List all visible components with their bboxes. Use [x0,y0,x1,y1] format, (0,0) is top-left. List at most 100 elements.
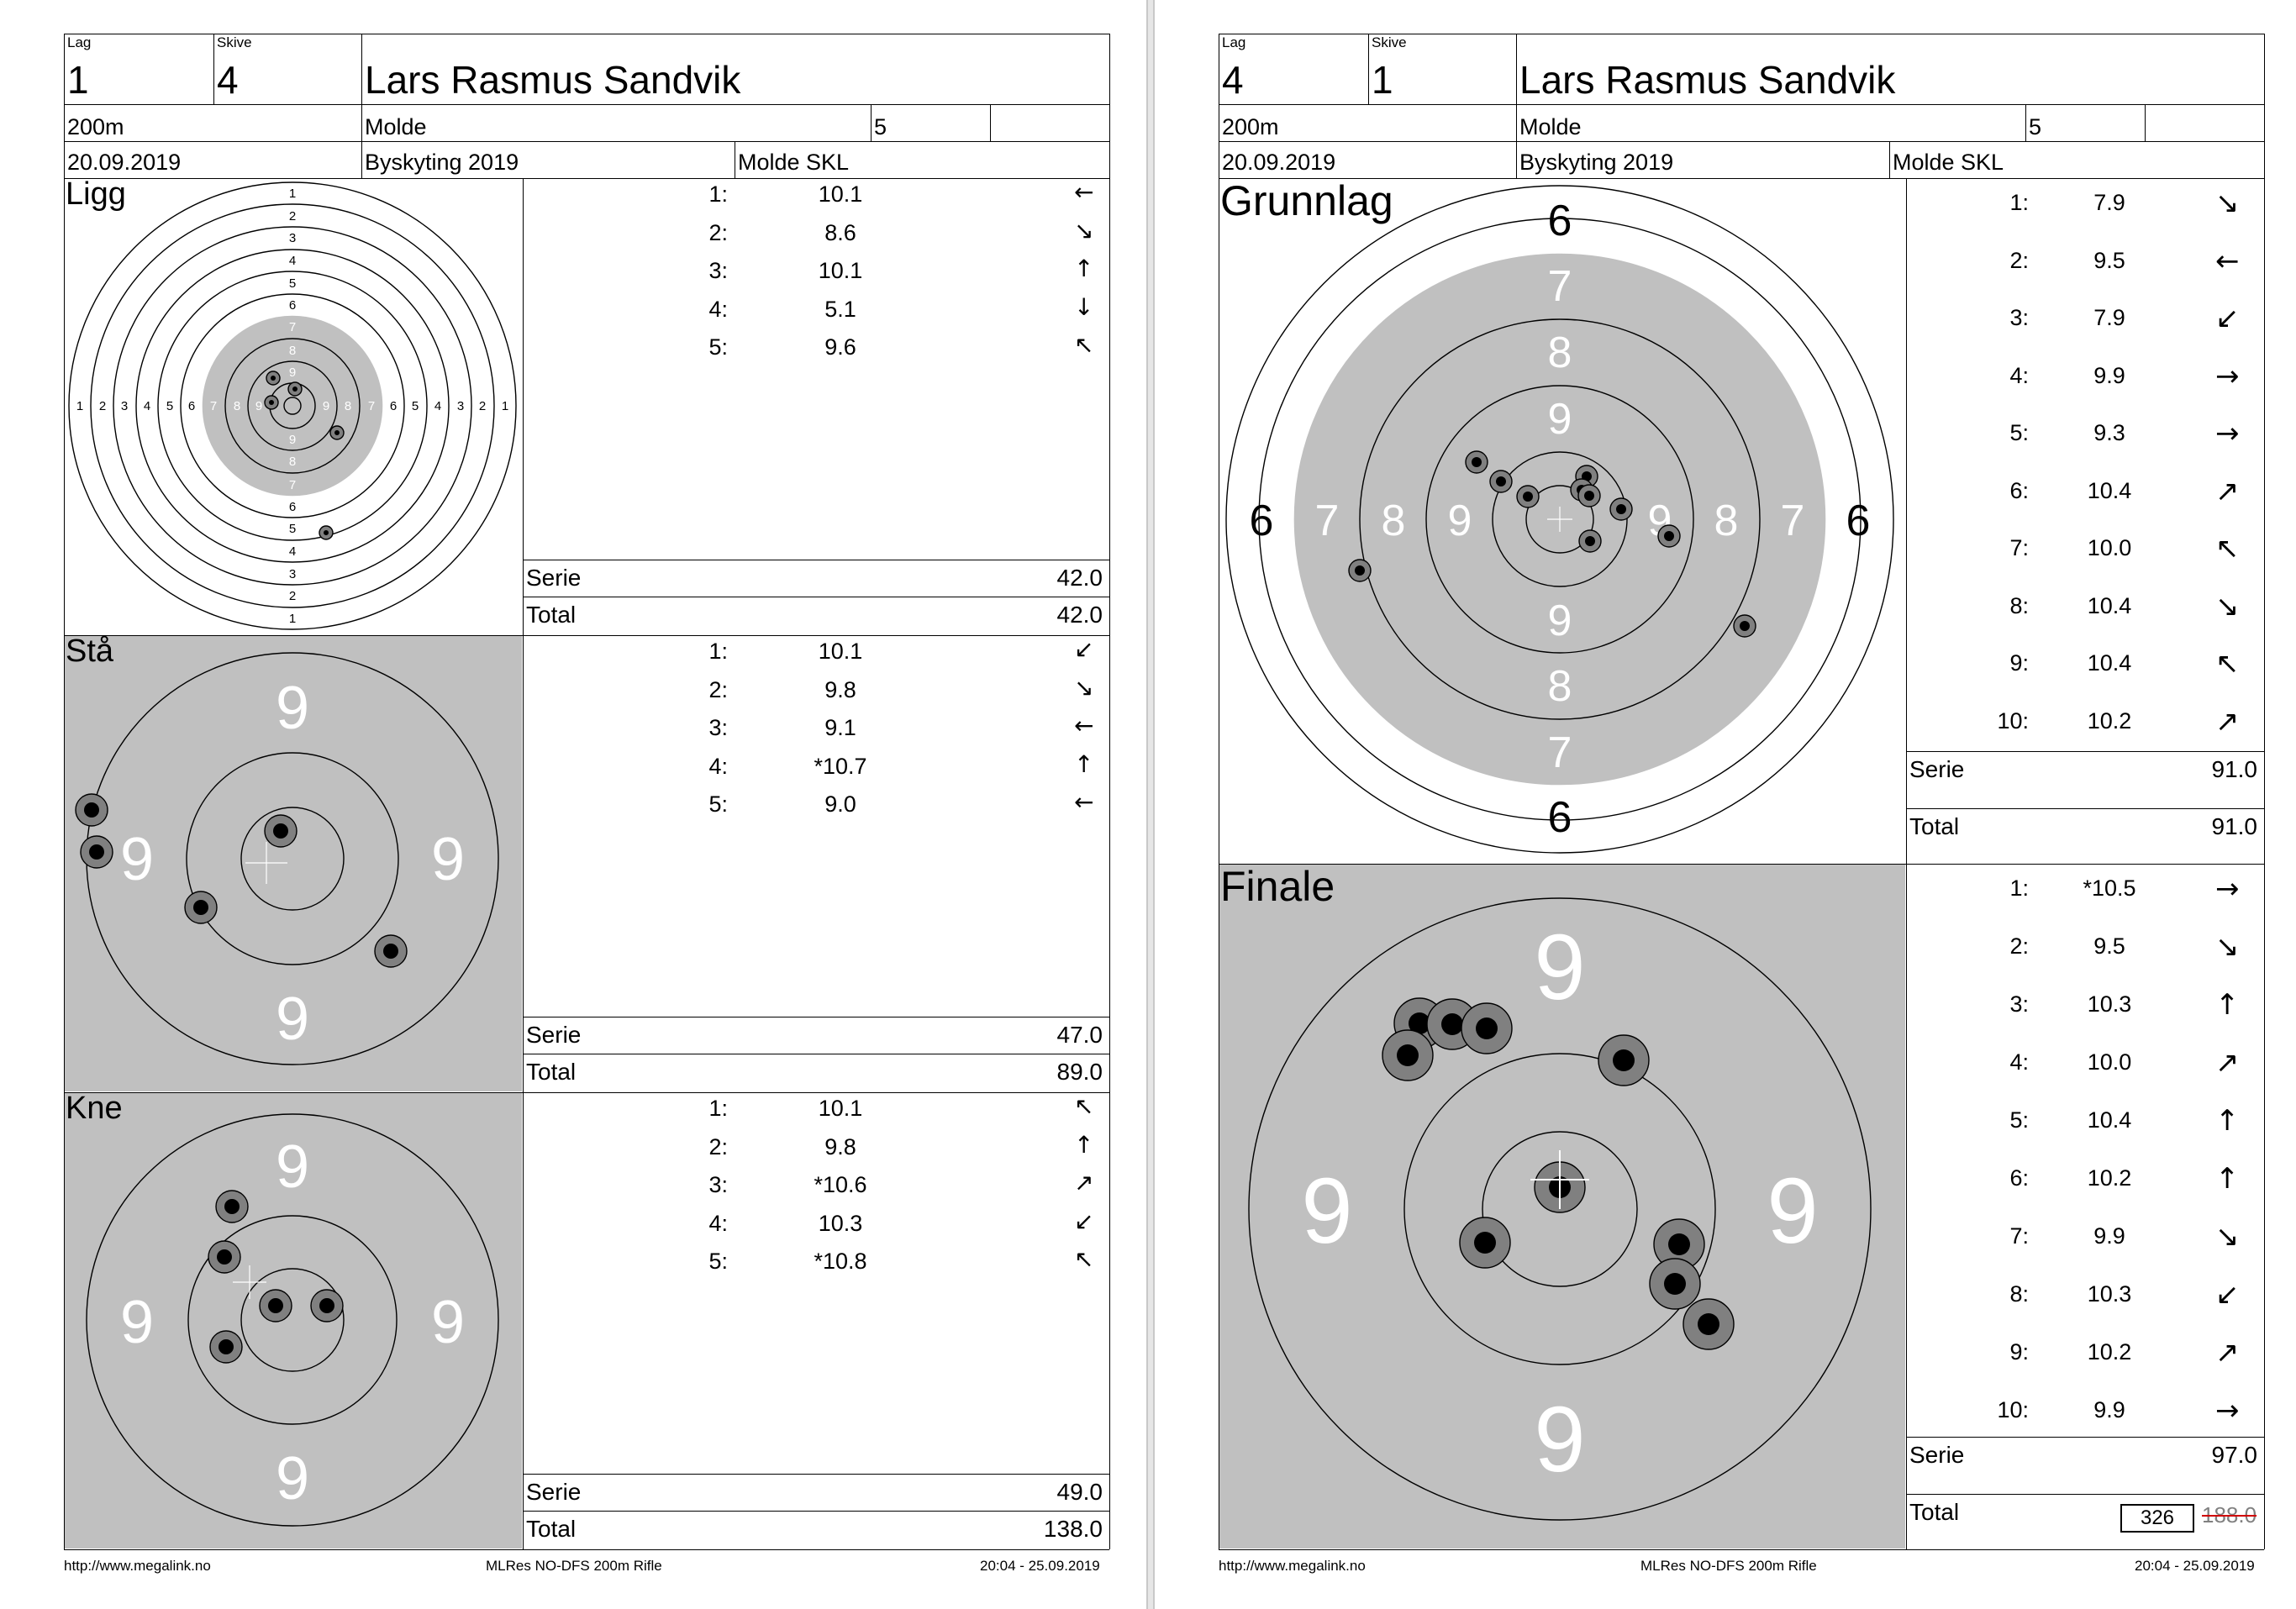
shot-direction-icon: ↑ [1074,1130,1094,1159]
shot-direction-icon: ↙ [2215,1278,2240,1312]
ring-number-label: 1 [289,187,296,201]
total-input-box[interactable]: 326 [2120,1504,2194,1533]
shot-number: 5: [2009,420,2029,445]
sta-target: 9 9 9 9 [65,636,522,1091]
total-struck-value: 188.0 [2202,1502,2257,1527]
ring-label: 9 [276,1133,309,1201]
shot-value: 5.1 [824,296,856,322]
ring-number-label: 1 [289,612,296,626]
shot-value: 9.9 [2093,1397,2125,1422]
score-sheet-left: Lag 1 Skive 4 Lars Rasmus Sandvik 200m M… [64,0,1148,1609]
shot-number: 2: [2009,247,2029,273]
shot-hole-center [383,944,398,959]
lag-label: Lag [67,34,92,50]
serie-value: 42.0 [1056,565,1103,591]
kne-target: 9 9 9 9 [65,1093,522,1549]
ring-label: 9 [120,1289,154,1356]
ring-number-label: 8 [345,399,351,413]
ring-number-label: 9 [289,433,296,447]
shot-value: 9.5 [2093,933,2125,959]
shot-value: 9.3 [2093,420,2125,445]
distance: 200m [67,114,124,139]
total-label: Total [526,1059,577,1085]
shot-number: 8: [2009,1281,2029,1307]
ring-number-label: 1 [76,399,83,413]
ring-number-label: 5 [289,276,296,291]
shot-direction-icon: ↙ [2215,302,2240,335]
ring-number-label: 1 [502,399,508,413]
shot-hole-center [1613,1049,1635,1071]
shot-number: 5: [708,791,728,817]
footer-url[interactable]: http://www.megalink.no [1219,1558,1366,1574]
ring-label: 6 [1250,497,1274,545]
shot-direction-icon: ↑ [2215,1104,2240,1138]
ring-number-label: 5 [412,399,419,413]
shot-number: 8: [2009,592,2029,618]
footer-program: MLRes NO-DFS 200m Rifle [486,1558,662,1574]
ring-label: 9 [1548,395,1572,444]
ring-number-label: 8 [289,344,296,358]
shot-value: 10.4 [2087,650,2132,676]
shot-hole-center [269,400,274,405]
shooter-name: Lars Rasmus Sandvik [1519,58,1896,102]
shot-value: 10.2 [2087,1165,2132,1191]
shot-hole-center [1585,536,1595,546]
shot-value: 10.1 [818,639,863,664]
score-sheet-right: Lag 4 Skive 1 Lars Rasmus Sandvik 200m M… [1153,0,2296,1609]
date: 20.09.2019 [67,150,182,175]
total-value: 42.0 [1056,602,1103,628]
shot-value: 10.1 [818,258,863,283]
shot-hole-center [1664,1273,1686,1295]
club: Molde [365,114,427,139]
shot-value: 9.9 [2093,1223,2125,1249]
shot-hole-center [268,1298,283,1313]
shot-value: 9.9 [2093,362,2125,388]
serie-value: 47.0 [1056,1022,1103,1048]
ring-number-label: 9 [289,365,296,380]
shot-hole-center [217,1249,232,1265]
shot-hole-center [319,1298,334,1313]
shot-hole-center [1441,1013,1463,1035]
shot-number: 2: [708,1133,728,1159]
shot-value: 10.4 [2087,592,2132,618]
shot-direction-icon: ← [1074,178,1094,206]
shot-value: 10.2 [2087,707,2132,734]
ring-label: 9 [120,826,154,893]
section-title-ligg: Ligg [66,176,126,212]
footer-url[interactable]: http://www.megalink.no [64,1558,211,1574]
serie-label: Serie [1909,756,1965,782]
shot-value: 10.0 [2087,1049,2132,1075]
shot-hole-center [324,530,329,535]
total-value: 138.0 [1043,1516,1103,1542]
shot-direction-icon: ↑ [1074,255,1094,282]
shot-direction-icon: ↙ [1074,635,1094,663]
ring-number-label: 7 [210,399,217,413]
ring-label: 9 [1534,916,1585,1019]
ring-label: 9 [1448,497,1472,545]
shot-direction-icon: ↖ [2215,647,2240,681]
shot-value: 7.9 [2093,305,2125,330]
ring-label: 9 [1767,1159,1818,1263]
shot-direction-icon: ↗ [2215,1336,2240,1370]
shot-number: 7: [2009,535,2029,560]
shot-value: 10.4 [2087,1107,2132,1133]
shot-number: 3: [708,258,728,283]
ring-number-label: 3 [121,399,128,413]
shot-value: 9.0 [824,791,856,817]
event: Byskyting 2019 [1519,150,1674,175]
shot-hole-center [1476,1017,1498,1039]
ligg-black-zone [202,315,383,497]
shot-hole-center [273,823,288,839]
ring-number-label: 4 [289,544,296,559]
ring-number-label: 4 [144,399,150,413]
ring-label: 8 [1548,329,1572,377]
footer-time: 20:04 - 25.09.2019 [2135,1558,2255,1574]
shot-value: 10.1 [818,1096,863,1121]
shot-number: 3: [2009,305,2029,330]
total-label: Total [1909,1499,1960,1525]
ring-number-label: 9 [323,399,329,413]
date: 20.09.2019 [1222,150,1336,175]
ring-label: 9 [276,675,309,742]
ring-label: 6 [1846,497,1871,545]
shot-value: *10.5 [2083,875,2136,901]
